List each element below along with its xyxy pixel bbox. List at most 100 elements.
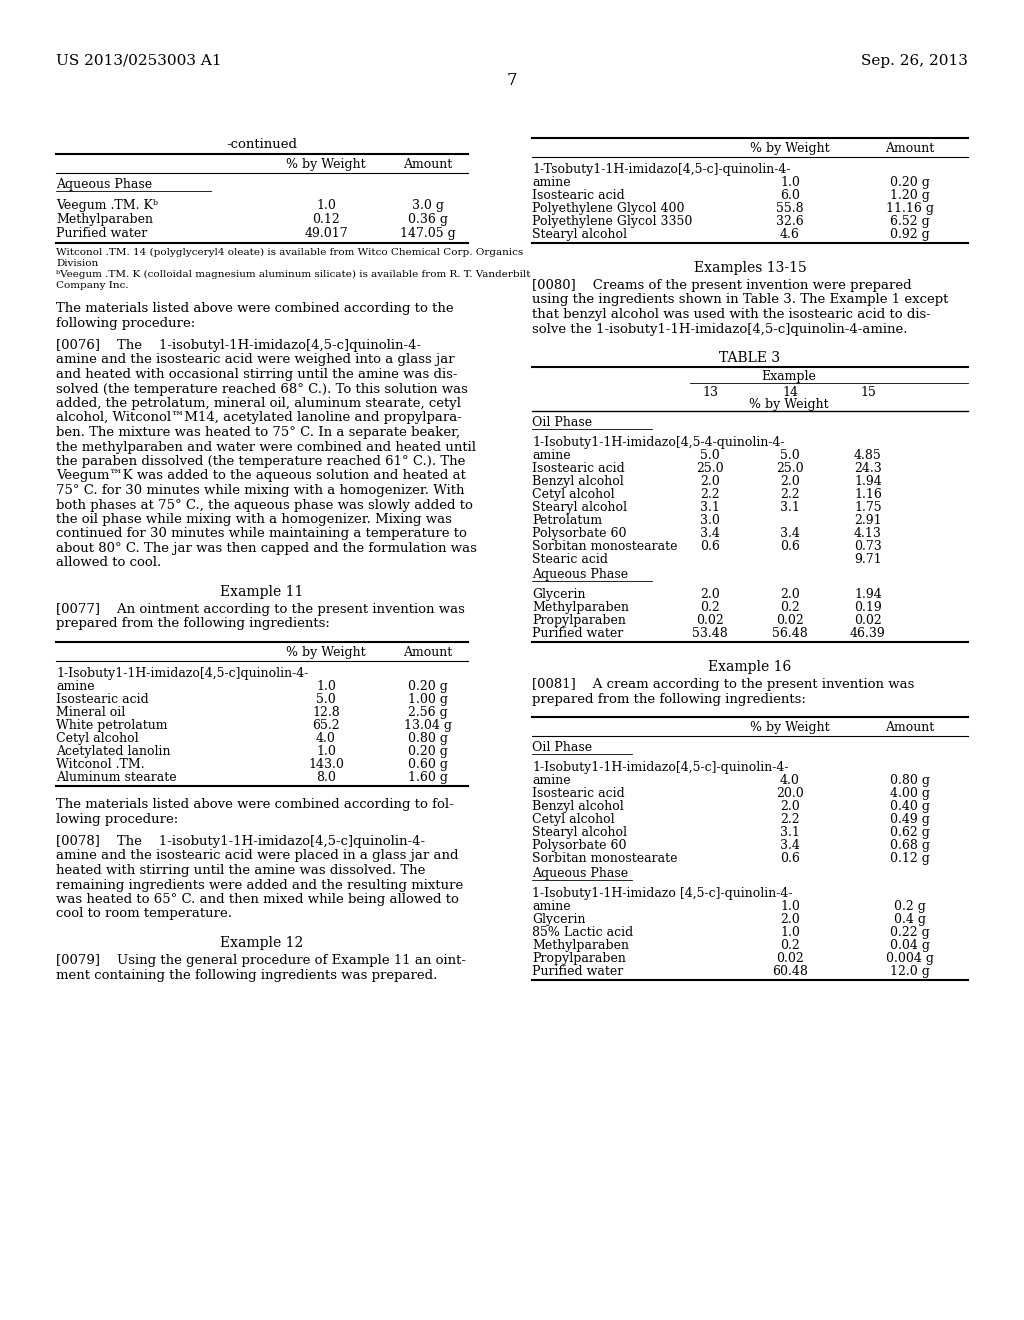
Text: 0.20 g: 0.20 g [408,744,447,758]
Text: Isostearic acid: Isostearic acid [532,787,625,800]
Text: 1.00 g: 1.00 g [408,693,449,706]
Text: 0.02: 0.02 [696,614,724,627]
Text: Isostearic acid: Isostearic acid [56,693,148,706]
Text: using the ingredients shown in Table 3. The Example 1 except: using the ingredients shown in Table 3. … [532,293,948,306]
Text: continued for 30 minutes while maintaining a temperature to: continued for 30 minutes while maintaini… [56,528,467,540]
Text: amine: amine [532,774,570,787]
Text: 0.40 g: 0.40 g [890,800,930,813]
Text: 3.1: 3.1 [780,826,800,840]
Text: 24.3: 24.3 [854,462,882,475]
Text: 4.0: 4.0 [316,733,336,744]
Text: Polyethylene Glycol 3350: Polyethylene Glycol 3350 [532,215,692,228]
Text: Stearyl alcohol: Stearyl alcohol [532,228,627,242]
Text: Isostearic acid: Isostearic acid [532,462,625,475]
Text: 1-Isobuty1-1H-imidazo [4,5-c]-quinolin-4-: 1-Isobuty1-1H-imidazo [4,5-c]-quinolin-4… [532,887,793,900]
Text: 1-Tsobuty1-1H-imidazo[4,5-c]-quinolin-4-: 1-Tsobuty1-1H-imidazo[4,5-c]-quinolin-4- [532,162,791,176]
Text: Petrolatum: Petrolatum [532,513,602,527]
Text: 0.2: 0.2 [780,939,800,952]
Text: 1.60 g: 1.60 g [408,771,449,784]
Text: Amount: Amount [886,721,935,734]
Text: Glycerin: Glycerin [532,587,586,601]
Text: 2.0: 2.0 [780,587,800,601]
Text: 0.22 g: 0.22 g [890,927,930,939]
Text: Stearyl alcohol: Stearyl alcohol [532,502,627,513]
Text: 8.0: 8.0 [316,771,336,784]
Text: 15: 15 [860,385,876,399]
Text: Veegum™K was added to the aqueous solution and heated at: Veegum™K was added to the aqueous soluti… [56,470,466,483]
Text: 53.48: 53.48 [692,627,728,640]
Text: 5.0: 5.0 [700,449,720,462]
Text: 65.2: 65.2 [312,719,340,733]
Text: Company Inc.: Company Inc. [56,281,129,290]
Text: 1.0: 1.0 [780,927,800,939]
Text: Mineral oil: Mineral oil [56,706,125,719]
Text: Example 11: Example 11 [220,585,304,599]
Text: 1.16: 1.16 [854,488,882,502]
Text: allowed to cool.: allowed to cool. [56,557,161,569]
Text: 3.0: 3.0 [700,513,720,527]
Text: 4.13: 4.13 [854,527,882,540]
Text: 3.1: 3.1 [700,502,720,513]
Text: 2.2: 2.2 [700,488,720,502]
Text: 25.0: 25.0 [696,462,724,475]
Text: 143.0: 143.0 [308,758,344,771]
Text: 0.92 g: 0.92 g [890,228,930,242]
Text: Purified water: Purified water [56,227,147,240]
Text: 0.12 g: 0.12 g [890,851,930,865]
Text: [0081]    A cream according to the present invention was: [0081] A cream according to the present … [532,678,914,690]
Text: 5.0: 5.0 [316,693,336,706]
Text: amine: amine [532,900,570,913]
Text: amine: amine [56,680,94,693]
Text: 3.1: 3.1 [780,502,800,513]
Text: cool to room temperature.: cool to room temperature. [56,908,232,920]
Text: Methylparaben: Methylparaben [56,213,153,226]
Text: was heated to 65° C. and then mixed while being allowed to: was heated to 65° C. and then mixed whil… [56,894,459,906]
Text: solve the 1-isobuty1-1H-imidazo[4,5-c]quinolin-4-amine.: solve the 1-isobuty1-1H-imidazo[4,5-c]qu… [532,322,907,335]
Text: 0.36 g: 0.36 g [408,213,449,226]
Text: Amount: Amount [886,143,935,154]
Text: Aluminum stearate: Aluminum stearate [56,771,176,784]
Text: Methylparaben: Methylparaben [532,939,629,952]
Text: 0.73: 0.73 [854,540,882,553]
Text: 5.0: 5.0 [780,449,800,462]
Text: 0.60 g: 0.60 g [408,758,449,771]
Text: 6.52 g: 6.52 g [890,215,930,228]
Text: 2.2: 2.2 [780,813,800,826]
Text: Examples 13-15: Examples 13-15 [693,261,806,275]
Text: 1.75: 1.75 [854,502,882,513]
Text: 2.91: 2.91 [854,513,882,527]
Text: amine: amine [532,176,570,189]
Text: 0.6: 0.6 [780,540,800,553]
Text: Amount: Amount [403,645,453,659]
Text: 1.0: 1.0 [780,176,800,189]
Text: TABLE 3: TABLE 3 [720,351,780,366]
Text: Acetylated lanolin: Acetylated lanolin [56,744,171,758]
Text: Methylparaben: Methylparaben [532,601,629,614]
Text: heated with stirring until the amine was dissolved. The: heated with stirring until the amine was… [56,865,425,876]
Text: that benzyl alcohol was used with the isostearic acid to dis-: that benzyl alcohol was used with the is… [532,308,931,321]
Text: Aqueous Phase: Aqueous Phase [532,867,628,880]
Text: 2.2: 2.2 [780,488,800,502]
Text: 49.017: 49.017 [304,227,348,240]
Text: Cetyl alcohol: Cetyl alcohol [56,733,138,744]
Text: % by Weight: % by Weight [750,399,828,411]
Text: Aqueous Phase: Aqueous Phase [532,568,628,581]
Text: amine: amine [532,449,570,462]
Text: 0.2: 0.2 [700,601,720,614]
Text: Example: Example [762,370,816,383]
Text: Benzyl alcohol: Benzyl alcohol [532,800,624,813]
Text: 0.80 g: 0.80 g [890,774,930,787]
Text: lowing procedure:: lowing procedure: [56,813,178,825]
Text: 3.4: 3.4 [700,527,720,540]
Text: 3.0 g: 3.0 g [412,199,444,213]
Text: Sep. 26, 2013: Sep. 26, 2013 [861,54,968,69]
Text: 4.85: 4.85 [854,449,882,462]
Text: 9.71: 9.71 [854,553,882,566]
Text: % by Weight: % by Weight [286,645,366,659]
Text: 0.80 g: 0.80 g [408,733,449,744]
Text: 60.48: 60.48 [772,965,808,978]
Text: 0.04 g: 0.04 g [890,939,930,952]
Text: 4.6: 4.6 [780,228,800,242]
Text: Purified water: Purified water [532,627,624,640]
Text: Polysorbate 60: Polysorbate 60 [532,840,627,851]
